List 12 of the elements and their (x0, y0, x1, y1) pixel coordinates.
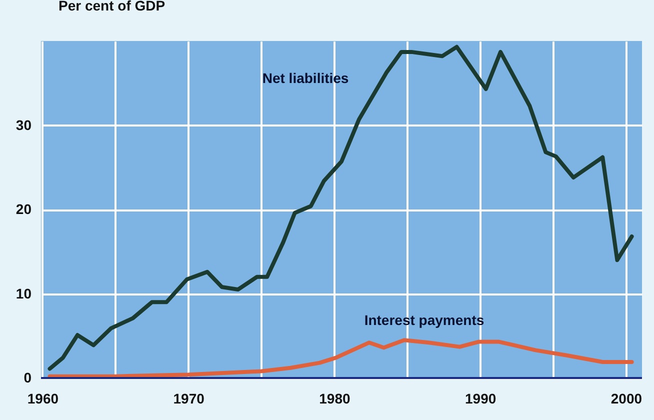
y-tick-label: 30 (16, 116, 32, 133)
x-tick-label: 1960 (27, 390, 59, 406)
x-tick-label: 1980 (319, 390, 350, 406)
line-series (48, 338, 634, 378)
y-tick-label: 10 (16, 285, 32, 302)
x-tick-label: 2000 (610, 390, 642, 406)
x-tick-label: 1970 (173, 390, 205, 406)
line-series (48, 44, 634, 371)
y-axis-title: Per cent of GDP (58, 0, 166, 14)
y-tick-label: 20 (16, 201, 32, 217)
x-tick-label: 1990 (465, 390, 496, 406)
y-tick-label: 0 (24, 370, 32, 386)
